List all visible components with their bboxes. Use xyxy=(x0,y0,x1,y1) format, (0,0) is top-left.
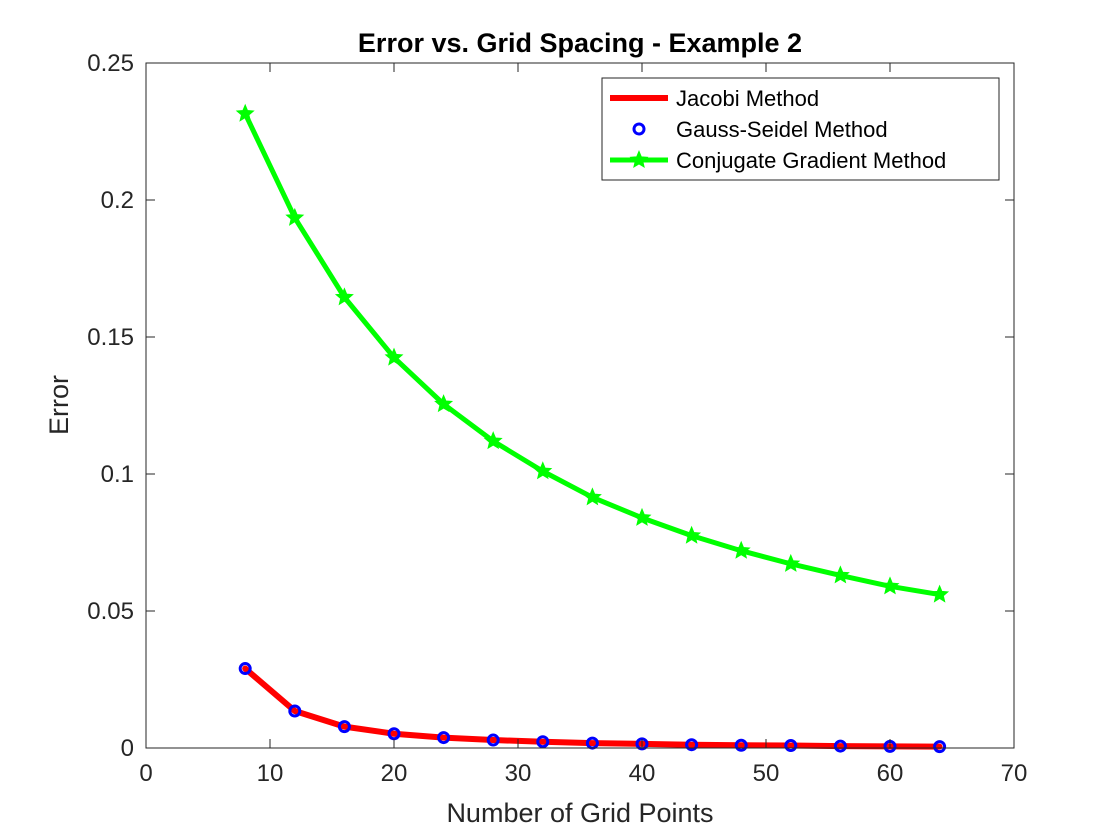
data-point xyxy=(682,525,702,544)
data-point xyxy=(731,540,751,559)
x-tick-label: 70 xyxy=(1001,760,1028,787)
data-point xyxy=(781,553,801,572)
data-point xyxy=(288,704,302,718)
data-point xyxy=(483,431,503,450)
chart-title: Error vs. Grid Spacing - Example 2 xyxy=(358,28,802,58)
x-tick-label: 50 xyxy=(753,760,780,787)
legend-label: Jacobi Method xyxy=(676,86,819,111)
legend-box xyxy=(601,77,1000,181)
data-point xyxy=(830,565,850,584)
data-point xyxy=(685,738,699,752)
legend-item-0: Jacobi Method xyxy=(610,86,819,111)
data-point xyxy=(437,731,451,745)
data-point xyxy=(635,737,649,751)
data-point xyxy=(880,576,900,595)
legend-label: Conjugate Gradient Method xyxy=(676,148,946,173)
data-point xyxy=(784,739,798,753)
y-axis-label: Error xyxy=(44,375,74,435)
legend-item-1: Gauss-Seidel Method xyxy=(632,117,888,142)
series-layer xyxy=(235,103,950,754)
series-line-0 xyxy=(242,665,943,750)
data-point xyxy=(930,584,950,603)
legend-items: Jacobi Method Gauss-Seidel Method Conjugat… xyxy=(610,86,946,173)
series-2 xyxy=(235,103,950,603)
data-point xyxy=(235,103,255,122)
legend: Jacobi Method Gauss-Seidel Method Conjugat… xyxy=(601,77,1000,181)
ticks-layer: 0 10 20 30 40 50 60 70 0 0.05 0.1 0.15 0.2 0.25 xyxy=(87,50,1027,787)
data-point xyxy=(533,461,553,480)
y-tick-label: 0.1 xyxy=(101,461,134,488)
legend-marker xyxy=(629,150,649,169)
x-tick-label: 10 xyxy=(257,760,284,787)
y-tick-label: 0.2 xyxy=(101,187,134,214)
y-tick-label: 0 xyxy=(121,735,134,762)
data-point xyxy=(434,394,454,413)
axes-layer xyxy=(145,62,1015,749)
axes-box xyxy=(145,62,1015,749)
data-point xyxy=(536,735,550,749)
y-tick-label: 0.15 xyxy=(87,324,134,351)
x-tick-label: 20 xyxy=(381,760,408,787)
legend-item-2: Conjugate Gradient Method xyxy=(610,148,946,173)
x-tick-label: 40 xyxy=(629,760,656,787)
data-point xyxy=(933,740,947,754)
data-point xyxy=(238,662,252,676)
series-0 xyxy=(242,665,943,750)
data-point xyxy=(734,738,748,752)
data-point xyxy=(337,720,351,734)
x-tick-label: 0 xyxy=(139,760,152,787)
y-tick-label: 0.25 xyxy=(87,50,134,77)
y-tick-label: 0.05 xyxy=(87,598,134,625)
data-point xyxy=(334,287,354,306)
data-point xyxy=(582,487,602,506)
data-point xyxy=(387,727,401,741)
legend-marker xyxy=(632,122,646,136)
legend-label: Gauss-Seidel Method xyxy=(676,117,888,142)
data-point xyxy=(486,733,500,747)
x-tick-label: 30 xyxy=(505,760,532,787)
data-point xyxy=(632,507,652,526)
x-tick-label: 60 xyxy=(877,760,904,787)
data-point xyxy=(384,347,404,366)
data-point xyxy=(285,207,305,226)
data-point xyxy=(833,739,847,753)
x-axis-label: Number of Grid Points xyxy=(446,798,713,828)
